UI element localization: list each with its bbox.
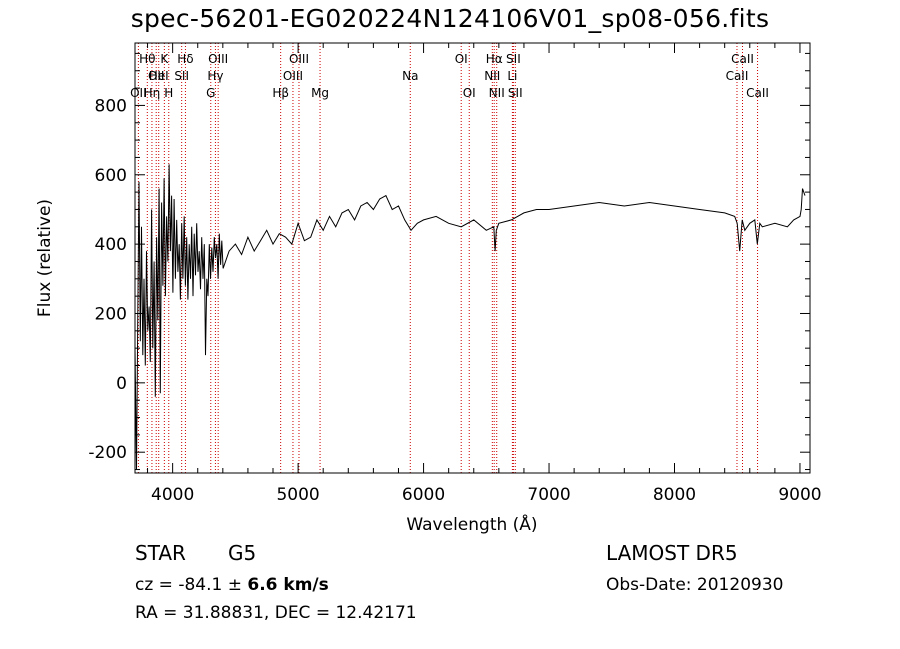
line-label: SII (508, 86, 523, 100)
y-tick-label: 400 (95, 235, 127, 255)
ra-dec: RA = 31.88831, DEC = 12.42171 (135, 603, 417, 623)
line-label: Hθ (139, 52, 155, 66)
emission-lines-group (137, 43, 759, 473)
x-tick-label: 7000 (527, 485, 570, 505)
line-label: K (160, 52, 169, 66)
obs-date: Obs-Date: 20120930 (606, 575, 784, 595)
line-label: OII (148, 69, 165, 83)
line-label: CaII (746, 86, 769, 100)
line-label: G (206, 86, 215, 100)
y-tick-label: 200 (95, 304, 127, 324)
y-tick-label: 600 (95, 166, 127, 186)
line-label: NII (489, 86, 505, 100)
line-label: Na (402, 69, 418, 83)
line-label: Mg (311, 86, 329, 100)
cz-error: 6.6 km/s (247, 575, 329, 595)
line-label: OIII (208, 52, 228, 66)
line-label: Hγ (207, 69, 223, 83)
cz-value: cz = -84.1 ± (135, 575, 248, 595)
line-label: OIII (283, 69, 303, 83)
line-label: Hη (144, 86, 161, 100)
x-tick-label: 5000 (276, 485, 319, 505)
spectrum-line (134, 164, 806, 470)
y-tick-label: 0 (116, 374, 127, 394)
object-class: STAR (135, 541, 186, 565)
line-label: CaII (726, 69, 749, 83)
line-label: OI (455, 52, 468, 66)
y-tick-label: -200 (88, 443, 127, 463)
x-tick-label: 6000 (402, 485, 445, 505)
line-label: Hβ (272, 86, 289, 100)
line-labels-group: OIIHθHηOIIHeIKHSIIHδGHγOIIIHβOIIIOIIIMgN… (130, 52, 769, 100)
line-label: CaII (731, 52, 754, 66)
line-label: OII (130, 86, 147, 100)
x-axis-ticks: 4000 5000 6000 7000 8000 9000 (147, 43, 822, 505)
x-axis-label: Wavelength (Å) (406, 513, 537, 535)
line-label: Hα (486, 52, 503, 66)
line-label: H (164, 86, 173, 100)
x-tick-label: 4000 (151, 485, 194, 505)
line-label: Li (507, 69, 517, 83)
line-label: SII (174, 69, 189, 83)
object-subclass: G5 (228, 541, 257, 565)
line-label: NII (484, 69, 500, 83)
line-label: OIII (289, 52, 309, 66)
y-axis-ticks: -200 0 200 400 600 800 (88, 52, 810, 471)
line-label: HeI (149, 69, 169, 83)
line-label: SII (506, 52, 521, 66)
line-label: OI (463, 86, 476, 100)
plot-frame (134, 42, 811, 474)
y-tick-label: 800 (95, 96, 127, 116)
x-tick-label: 8000 (653, 485, 696, 505)
redshift-info: cz = -84.1 ± 6.6 km/s (135, 575, 329, 595)
y-axis-label: Flux (relative) (35, 199, 55, 317)
line-label: Hδ (177, 52, 193, 66)
x-tick-label: 9000 (778, 485, 821, 505)
survey-name: LAMOST DR5 (606, 541, 738, 565)
chart-title: spec-56201-EG020224N124106V01_sp08-056.f… (130, 4, 770, 33)
